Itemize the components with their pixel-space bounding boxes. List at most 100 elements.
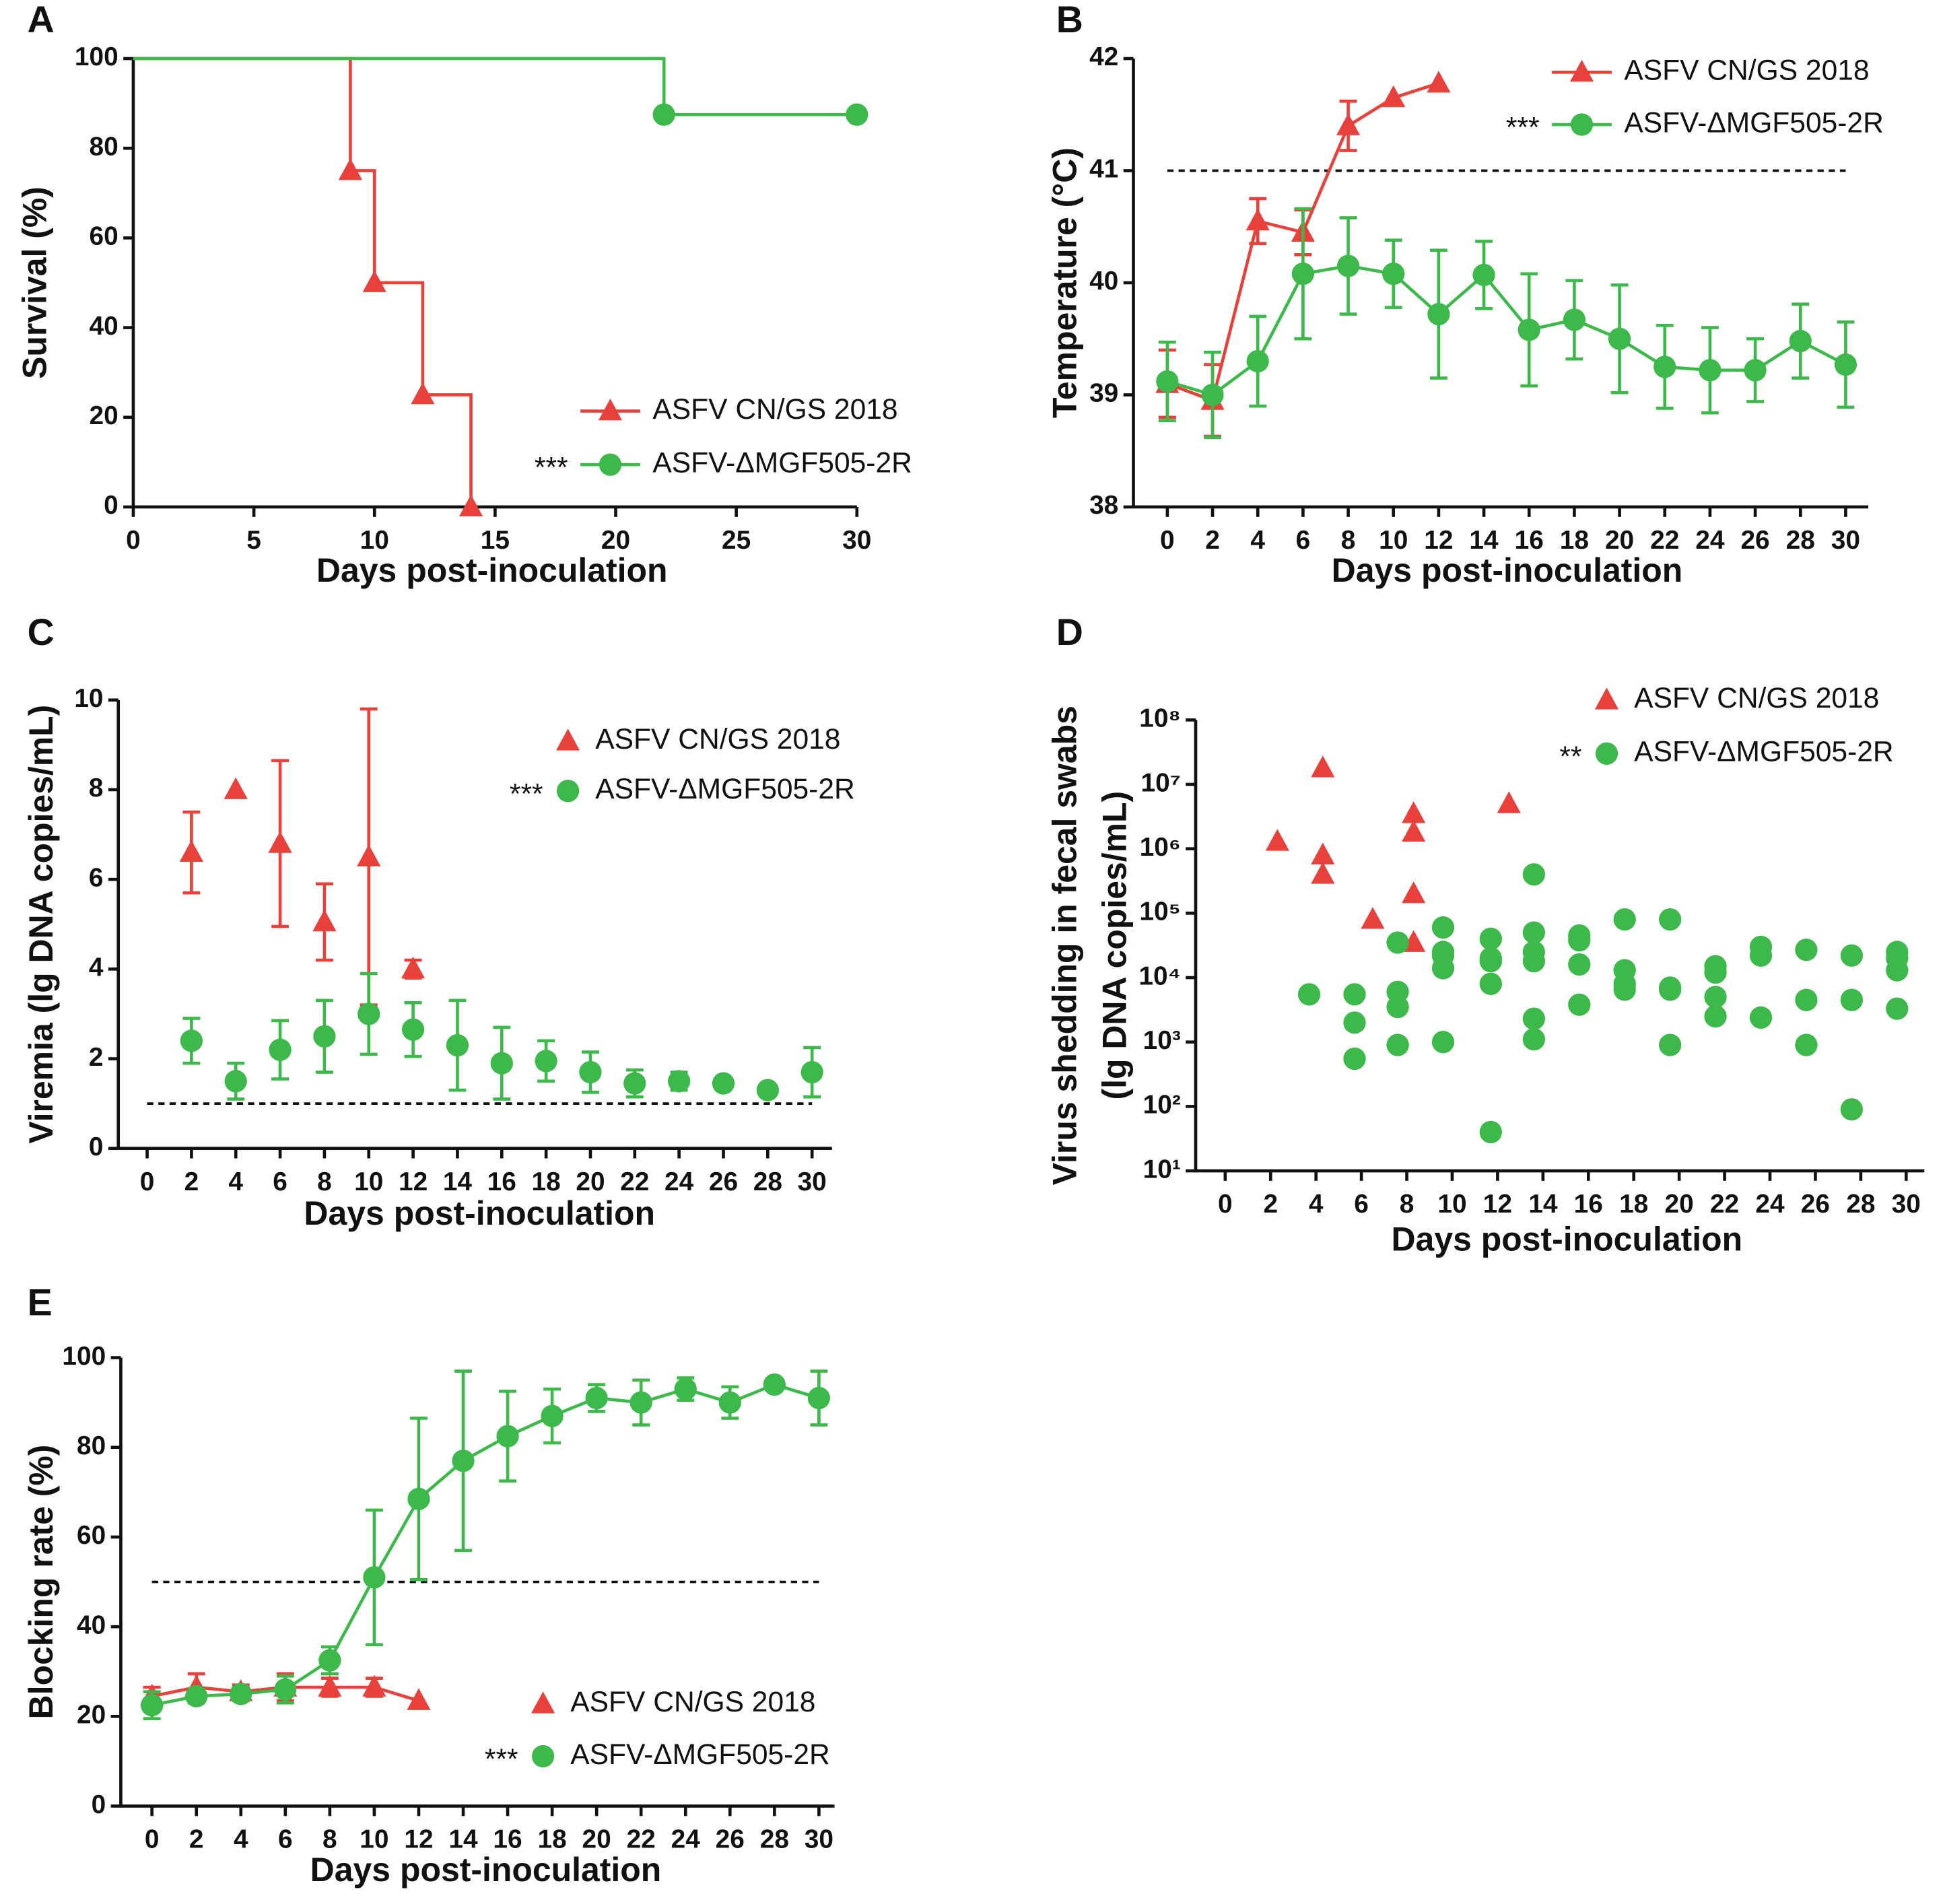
triangle-marker: [268, 831, 292, 853]
circle-marker: [1654, 355, 1676, 378]
circle-marker: [1201, 383, 1224, 407]
circle-marker: [313, 1025, 336, 1048]
x-tick-label: 8: [1400, 1190, 1414, 1219]
triangle-marker: [312, 909, 337, 932]
legend-annotation: **: [1559, 741, 1581, 773]
circle-marker: [1431, 1031, 1455, 1054]
x-tick-label: 20: [1665, 1190, 1694, 1219]
x-tick-label: 16: [487, 1167, 516, 1196]
circle-marker: [452, 1450, 475, 1472]
y-axis-title: (lg DNA copies/mL): [1096, 791, 1134, 1100]
x-tick-label: 10: [1437, 1190, 1466, 1219]
x-tick-label: 4: [234, 1825, 248, 1854]
series: [141, 1369, 831, 1720]
circle-marker: [1472, 263, 1495, 286]
circle-marker: [1246, 349, 1269, 373]
circle-marker: [1613, 978, 1636, 1001]
triangle-marker: [1402, 819, 1426, 842]
circle-marker: [269, 1038, 292, 1061]
x-tick-label: 10: [360, 1825, 388, 1854]
series-line: [151, 1383, 820, 1707]
x-tick-label: 8: [1341, 526, 1356, 555]
circle-marker: [1795, 988, 1818, 1011]
series: [1297, 863, 1909, 1144]
y-tick-label: 100: [75, 42, 118, 71]
panel-label: B: [1056, 0, 1083, 40]
y-tick-label: 8: [89, 774, 104, 803]
x-tick-label: 4: [1309, 1190, 1324, 1219]
circle-marker: [1522, 1028, 1546, 1051]
circle-marker: [1658, 1033, 1682, 1056]
triangle-marker: [338, 158, 362, 180]
x-tick-label: 0: [140, 1167, 155, 1196]
circle-marker: [1613, 908, 1636, 931]
triangle-marker: [1402, 881, 1426, 904]
x-tick-label: 0: [1160, 526, 1175, 555]
circle-marker: [531, 1744, 555, 1768]
panel-label: D: [1056, 611, 1083, 653]
x-tick-label: 20: [582, 1825, 611, 1854]
x-tick-label: 0: [1218, 1190, 1233, 1219]
legend-label: ASFV-ΔMGF505-2R: [595, 773, 854, 805]
triangle-marker: [556, 728, 580, 751]
y-axis-title: Blocking rate (%): [22, 1445, 60, 1720]
circle-marker: [674, 1378, 697, 1400]
circle-marker: [718, 1391, 741, 1414]
circle-marker: [1744, 359, 1767, 382]
y-tick-label: 10⁷: [1141, 768, 1181, 797]
x-tick-label: 10: [354, 1167, 383, 1196]
triangle-marker: [407, 1688, 431, 1710]
circle-marker: [1749, 944, 1773, 967]
x-tick-label: 12: [399, 1167, 428, 1196]
y-tick-label: 10³: [1143, 1026, 1181, 1055]
y-axis-title: Survival (%): [16, 186, 54, 379]
triangle-marker: [401, 956, 425, 979]
y-axis-title: Viremia (lg DNA copies/mL): [22, 705, 60, 1144]
x-tick-label: 0: [145, 1825, 160, 1854]
x-tick-label: 14: [1469, 526, 1499, 555]
circle-marker: [1608, 327, 1631, 350]
circle-marker: [1343, 1011, 1366, 1034]
y-tick-label: 4: [89, 953, 104, 982]
x-tick-label: 24: [1755, 1190, 1785, 1219]
x-tick-label: 26: [1801, 1190, 1830, 1219]
y-tick-label: 39: [1089, 379, 1118, 408]
x-tick-label: 20: [1605, 526, 1634, 555]
x-tick-label: 5: [246, 526, 261, 555]
panel-label: A: [28, 0, 55, 40]
x-tick-label: 14: [448, 1825, 478, 1854]
x-tick-label: 28: [1846, 1190, 1875, 1219]
y-axis-title: Temperature (°C): [1046, 147, 1084, 418]
circle-marker: [1386, 1033, 1409, 1056]
y-tick-label: 10¹: [1143, 1155, 1181, 1184]
triangle-marker: [531, 1691, 555, 1713]
triangle-marker: [362, 1674, 386, 1697]
x-axis-title: Days post-inoculation: [1332, 551, 1683, 589]
x-tick-label: 8: [322, 1825, 337, 1854]
series: [1265, 755, 1521, 952]
panel-label: C: [28, 611, 55, 653]
x-tick-label: 22: [627, 1825, 656, 1854]
x-tick-label: 2: [1263, 1190, 1278, 1219]
x-tick-label: 16: [1515, 526, 1544, 555]
x-tick-label: 12: [404, 1825, 433, 1854]
circle-marker: [357, 1002, 380, 1025]
y-tick-label: 2: [89, 1043, 104, 1072]
y-tick-label: 0: [89, 1132, 104, 1161]
triangle-marker: [1311, 862, 1335, 884]
x-tick-label: 24: [664, 1167, 694, 1196]
circle-marker: [579, 1060, 602, 1084]
x-tick-label: 30: [798, 1167, 827, 1196]
circle-marker: [623, 1072, 646, 1095]
y-tick-label: 80: [77, 1431, 106, 1460]
circle-marker: [1522, 1007, 1546, 1030]
triangle-marker: [318, 1674, 342, 1697]
series: [179, 707, 425, 1007]
circle-marker: [446, 1033, 469, 1057]
y-tick-label: 41: [1089, 155, 1118, 184]
y-tick-label: 20: [77, 1701, 106, 1730]
triangle-marker: [1569, 59, 1594, 82]
circle-marker: [1479, 949, 1502, 973]
circle-marker: [1834, 353, 1857, 376]
legend-label: ASFV-ΔMGF505-2R: [570, 1738, 829, 1771]
